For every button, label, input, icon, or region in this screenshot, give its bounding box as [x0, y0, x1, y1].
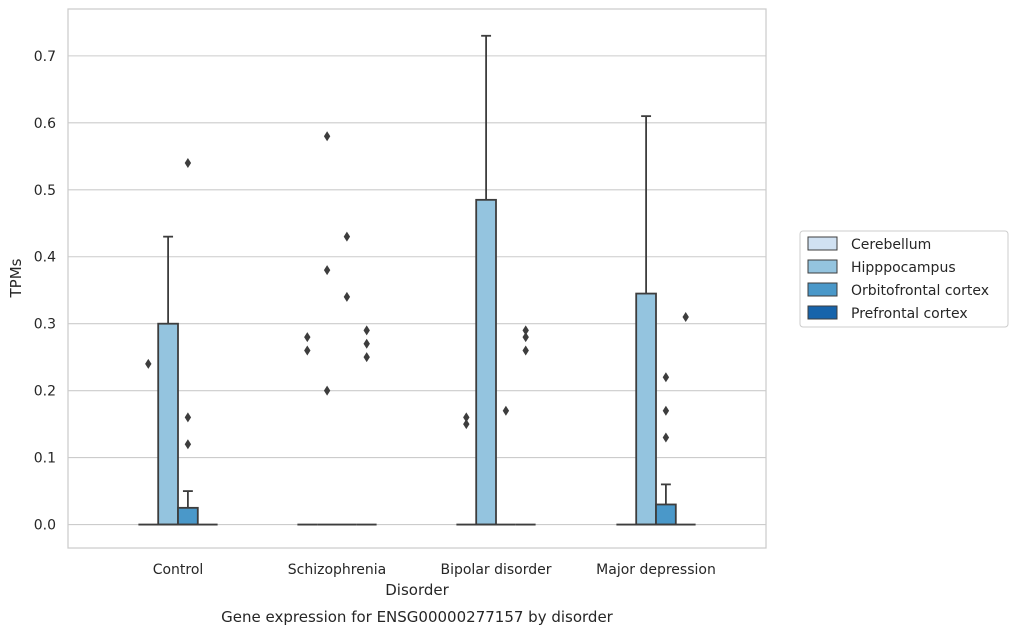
outlier-point — [463, 419, 470, 430]
grid-lines — [68, 55, 766, 526]
outlier-point — [363, 325, 370, 336]
box-group — [297, 332, 318, 526]
outlier-point — [323, 385, 331, 396]
box-group — [635, 115, 657, 526]
y-tick-label: 0.3 — [34, 317, 56, 333]
box-group — [456, 412, 477, 526]
box-group — [655, 372, 677, 526]
legend-label: Prefrontal cortex — [851, 306, 968, 322]
outlier-point — [343, 291, 351, 302]
y-axis-ticks: 0.0 0.1 0.2 0.3 0.4 0.5 0.6 0.7 — [34, 49, 56, 534]
outlier-point — [662, 372, 670, 383]
box-rect — [635, 292, 657, 526]
legend-label: Cerebellum — [851, 237, 931, 253]
x-tick-label: Schizophrenia — [288, 562, 386, 578]
outlier-point — [323, 265, 331, 276]
x-tick-label: Major depression — [596, 562, 716, 578]
box-group — [177, 158, 199, 526]
outlier-point — [145, 358, 152, 369]
outlier-point — [304, 332, 311, 343]
outlier-point — [682, 312, 689, 322]
box-group — [675, 312, 696, 526]
legend-frame — [799, 230, 1009, 328]
legend-swatch — [807, 259, 838, 274]
legend-swatch — [807, 305, 838, 320]
y-tick-label: 0.4 — [34, 250, 56, 266]
box-group — [475, 34, 497, 526]
box-rect — [157, 322, 179, 526]
outlier-point — [662, 405, 670, 416]
x-tick-label: Bipolar disorder — [440, 562, 551, 578]
box-group — [317, 131, 337, 526]
legend-swatch — [807, 236, 838, 251]
outlier-point — [184, 158, 192, 168]
legend: Cerebellum Hipppocampus Orbitofrontal cort… — [799, 230, 1009, 328]
outlier-point — [363, 352, 370, 363]
box-group — [356, 325, 377, 526]
outlier-point — [522, 332, 529, 343]
plot-area-frame — [67, 8, 767, 549]
box-group — [337, 231, 357, 526]
y-tick-label: 0.7 — [34, 49, 56, 65]
x-tick-label: Control — [153, 562, 204, 578]
legend-swatch — [807, 282, 838, 297]
outlier-point — [323, 131, 331, 142]
y-tick-label: 0.6 — [34, 116, 56, 132]
y-axis-label: TPMs — [7, 258, 25, 298]
boxes — [138, 34, 696, 526]
box-rect — [177, 506, 199, 526]
y-tick-label: 0.1 — [34, 451, 56, 467]
y-tick-label: 0.5 — [34, 183, 56, 199]
outlier-point — [184, 439, 192, 450]
outlier-point — [304, 345, 311, 356]
outlier-point — [662, 432, 670, 443]
box-group — [138, 358, 159, 526]
y-tick-label: 0.2 — [34, 384, 56, 400]
legend-label: Orbitofrontal cortex — [851, 283, 989, 299]
outlier-point — [522, 325, 529, 336]
outlier-point — [522, 345, 529, 356]
outlier-point — [502, 405, 510, 416]
box-rect — [655, 503, 677, 526]
box-group — [157, 235, 179, 526]
y-tick-label: 0.0 — [34, 518, 56, 534]
outlier-point — [363, 338, 370, 349]
legend-label: Hipppocampus — [851, 260, 956, 276]
box-group — [496, 405, 516, 526]
box-group — [515, 325, 536, 526]
chart-caption: Gene expression for ENSG00000277157 by d… — [221, 608, 614, 626]
box-rect — [475, 198, 497, 526]
x-axis-label: Disorder — [385, 581, 449, 599]
outlier-point — [184, 412, 192, 423]
outlier-point — [343, 231, 351, 242]
outlier-point — [463, 412, 470, 423]
x-axis-ticks: Control Schizophrenia Bipolar disorder Majo… — [153, 562, 716, 578]
